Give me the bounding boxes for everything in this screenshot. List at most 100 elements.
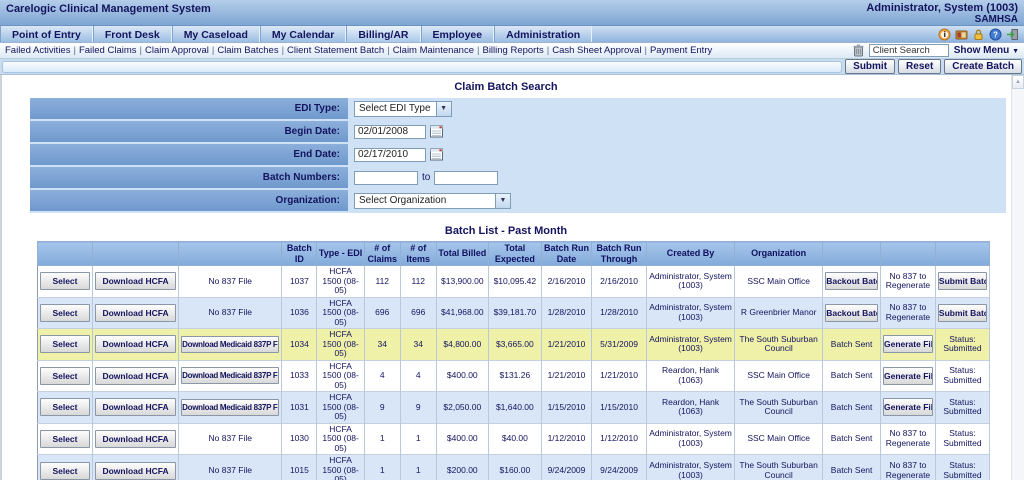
organization-cell-cell: R Greenbrier Manor <box>734 296 824 329</box>
info-icon[interactable] <box>938 28 951 41</box>
batch-action-3[interactable]: Submit Batch <box>937 303 987 322</box>
download-hcfa-button-cell: Download HCFA <box>92 454 180 480</box>
billing-menu-links: Failed Activities | Failed Claims | Claim Ap… <box>5 45 712 56</box>
tab-my-caseload[interactable]: My Caseload <box>171 26 260 42</box>
download-hcfa-button[interactable]: Download HCFA <box>94 303 177 322</box>
download-hcfa-button[interactable]: Download HCFA <box>94 366 177 385</box>
download-hcfa-button-cell: Download HCFA <box>92 422 180 455</box>
calendar-icon[interactable] <box>430 148 443 161</box>
tab-administration[interactable]: Administration <box>494 26 593 42</box>
menu-link-billing-reports[interactable]: Billing Reports <box>482 45 544 56</box>
menu-link-payment-entry[interactable]: Payment Entry <box>649 45 713 56</box>
download-hcfa-button-cell: Download HCFA <box>92 359 180 392</box>
select-button-cell: Select <box>37 422 93 455</box>
select-button[interactable]: Select <box>40 335 90 354</box>
batch-run-date-cell-cell: 1/28/2010 <box>541 296 593 329</box>
help-icon[interactable]: ? <box>989 28 1002 41</box>
batch-run-through-cell-cell: 1/21/2010 <box>591 359 648 392</box>
batch-run-date-cell-cell: 9/24/2009 <box>541 454 593 480</box>
menu-separator: | <box>281 45 285 56</box>
download-hcfa-button[interactable]: Download HCFA <box>94 430 177 448</box>
menu-link-claim-maintenance[interactable]: Claim Maintenance <box>392 45 475 56</box>
tab-point-of-entry[interactable]: Point of Entry <box>0 26 93 42</box>
menu-link-claim-approval[interactable]: Claim Approval <box>144 45 209 56</box>
batch-number-to-input[interactable] <box>434 170 499 185</box>
batch-action-1[interactable]: Backout Batch <box>825 272 878 291</box>
download-hcfa-button[interactable]: Download HCFA <box>94 398 177 417</box>
num-items-cell-cell: 1 <box>400 422 437 455</box>
batch-action-3[interactable]: Submit Batch <box>937 272 987 291</box>
file-837-action[interactable]: Download Medicaid 837P File <box>181 398 280 416</box>
reset-button[interactable]: Reset <box>898 59 942 74</box>
file-837-action-cell: Download Medicaid 837P File <box>178 328 283 361</box>
tab-billing-ar[interactable]: Billing/AR <box>346 26 421 42</box>
menu-link-failed-activities[interactable]: Failed Activities <box>5 45 71 56</box>
create-batch-button[interactable]: Create Batch <box>944 59 1022 74</box>
show-menu-dropdown[interactable]: Show Menu ▼ <box>954 45 1019 56</box>
select-button[interactable]: Select <box>40 461 90 480</box>
tab-employee[interactable]: Employee <box>420 26 495 42</box>
contacts-icon[interactable] <box>955 28 968 41</box>
batch-action-2[interactable]: Generate File <box>882 398 933 417</box>
claim-batch-search-title: Claim Batch Search <box>454 81 558 93</box>
batch-action-2[interactable]: Generate File <box>882 335 933 354</box>
vertical-scrollbar[interactable]: ▲ <box>1011 75 1024 480</box>
num-claims-cell-cell: 112 <box>364 265 401 298</box>
calendar-icon[interactable] <box>430 125 443 138</box>
lock-icon[interactable] <box>972 28 985 41</box>
batch-id-cell-cell: 1031 <box>281 391 318 424</box>
client-search-input[interactable] <box>868 44 949 57</box>
end-date-input[interactable] <box>354 147 426 162</box>
total-billed-cell-cell: $400.00 <box>436 422 489 455</box>
download-hcfa-button[interactable]: Download HCFA <box>94 272 177 291</box>
end-date-label: End Date: <box>30 144 348 165</box>
select-button[interactable]: Select <box>40 366 90 385</box>
file-837-action[interactable]: Download Medicaid 837P File <box>181 335 280 353</box>
num-claims-cell-cell: 1 <box>364 454 401 480</box>
menu-link-claim-batches[interactable]: Claim Batches <box>217 45 279 56</box>
type-edi-cell-cell: HCFA 1500 (08-05) <box>316 296 365 329</box>
select-button[interactable]: Select <box>40 272 90 291</box>
organization-cell-cell: The South Suburban Council <box>734 454 824 480</box>
form-row-begin-date: Begin Date: <box>30 121 1006 142</box>
select-button[interactable]: Select <box>40 303 90 322</box>
menu-link-client-statement-batch[interactable]: Client Statement Batch <box>287 45 385 56</box>
logout-icon[interactable] <box>1006 28 1019 41</box>
menu-link-cash-sheet-approval[interactable]: Cash Sheet Approval <box>552 45 642 56</box>
total-expected-cell-cell: $3,665.00 <box>488 328 542 361</box>
chevron-down-icon: ▼ <box>495 193 510 208</box>
begin-date-input[interactable] <box>354 124 426 139</box>
select-button[interactable]: Select <box>40 398 90 417</box>
batch-id-cell-cell: 1037 <box>281 265 318 298</box>
batch-action-1-cell: Backout Batch <box>822 296 881 329</box>
batch-action-1[interactable]: Backout Batch <box>825 303 878 322</box>
select-button[interactable]: Select <box>40 430 90 448</box>
trash-icon[interactable] <box>853 44 864 57</box>
batch-action-2[interactable]: Generate File <box>882 366 933 385</box>
num-claims-cell-cell: 4 <box>364 359 401 392</box>
batch-number-from-input[interactable] <box>354 170 418 185</box>
menu-link-failed-claims[interactable]: Failed Claims <box>78 45 137 56</box>
select-button-cell: Select <box>37 328 93 361</box>
file-837-action-cell: No 837 File <box>178 454 283 480</box>
tab-my-calendar[interactable]: My Calendar <box>259 26 347 42</box>
total-expected-cell-cell: $160.00 <box>488 454 542 480</box>
batch-action-1-cell: Batch Sent <box>822 359 881 392</box>
chevron-down-icon: ▼ <box>435 101 451 116</box>
edi-type-select[interactable]: Select EDI Type ▼ <box>354 100 452 117</box>
created-by-cell-cell: Administrator, System (1003) <box>646 296 736 329</box>
download-hcfa-button-cell: Download HCFA <box>92 296 180 329</box>
download-hcfa-button[interactable]: Download HCFA <box>94 335 177 354</box>
batch-action-2-cell: Generate File <box>880 359 936 392</box>
batch-action-3-cell: Submit Batch <box>935 296 991 329</box>
user-block: Administrator, System (1003) SAMHSA <box>866 1 1018 26</box>
download-hcfa-button[interactable]: Download HCFA <box>94 461 177 480</box>
submit-button[interactable]: Submit <box>845 59 896 74</box>
table-row-batch-1030: Select Download HCFA No 837 File 1030 HCFA 1… <box>37 422 991 455</box>
tab-front-desk[interactable]: Front Desk <box>92 26 172 42</box>
batch-run-through-cell-cell: 1/12/2010 <box>591 422 648 455</box>
organization-select[interactable]: Select Organization ▼ <box>354 192 511 209</box>
table-row-batch-1033: Select Download HCFA Download Medicaid 837… <box>37 359 991 392</box>
scroll-up-arrow[interactable]: ▲ <box>1012 75 1024 89</box>
file-837-action[interactable]: Download Medicaid 837P File <box>181 367 280 385</box>
